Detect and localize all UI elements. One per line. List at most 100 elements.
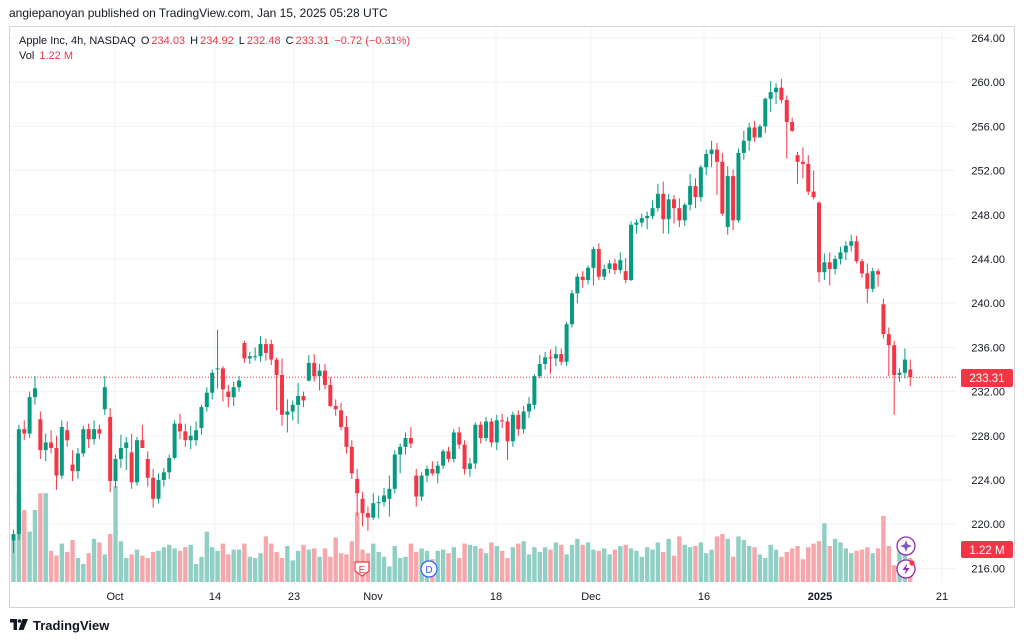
volume-bars (11, 486, 913, 582)
volume-row: Vol 1.22 M (19, 49, 412, 64)
volume-bar (349, 541, 355, 582)
volume-bar (591, 549, 596, 582)
low-label: L (238, 35, 245, 47)
candle-body (317, 370, 322, 377)
candle-body (11, 534, 16, 541)
close-value: 233.31 (295, 35, 330, 47)
volume-bar (768, 544, 773, 582)
volume-bar (290, 560, 295, 582)
candle-body (774, 87, 779, 93)
volume-bar (124, 558, 129, 582)
volume-bar (43, 493, 48, 582)
candle-body (306, 362, 311, 381)
candle-body (312, 362, 317, 377)
candle-body (167, 457, 172, 473)
volume-bar (177, 550, 183, 582)
candle-body (430, 468, 435, 474)
volume-bar (569, 544, 575, 582)
candle-body (612, 263, 617, 271)
candle-body (478, 424, 483, 439)
lightning-icon[interactable] (896, 559, 916, 579)
candle-body (865, 273, 870, 289)
candle-body (596, 249, 601, 277)
volume-bar (446, 553, 451, 582)
candle-body (682, 204, 687, 221)
candle-body (140, 440, 145, 448)
candle-body (145, 459, 150, 478)
volume-bar (317, 556, 322, 582)
volume-bar (789, 548, 795, 582)
candle-body (349, 446, 354, 474)
candle-body (720, 161, 725, 214)
volume-bar (671, 555, 677, 582)
candle-body (623, 271, 628, 280)
candle-body (800, 161, 805, 164)
candle-body (661, 193, 666, 220)
volume-bar (354, 512, 360, 582)
candle-body (435, 465, 440, 474)
volume-bar (252, 558, 258, 582)
volume-bar (387, 566, 392, 582)
volume-label: 1.22 M (969, 545, 1004, 557)
volume-bar (494, 546, 499, 582)
candle-body (398, 446, 403, 455)
volume-bar (451, 547, 457, 582)
candle-body (269, 344, 274, 360)
candle-body (548, 357, 553, 359)
volume-value: 1.22 M (39, 50, 73, 62)
volume-bar (65, 552, 70, 582)
candle-body (500, 420, 505, 422)
candle-body (296, 396, 301, 405)
volume-label-text: Vol (19, 50, 35, 62)
tradingview-brand[interactable]: TradingView (10, 618, 109, 633)
volume-bar (838, 542, 843, 582)
candle-body (484, 421, 489, 439)
candle-body (86, 429, 91, 440)
candle-body (575, 276, 580, 294)
symbol-label: Apple Inc, 4h, NASDAQ (19, 35, 136, 47)
volume-bar (811, 543, 816, 582)
candle-body (263, 344, 268, 353)
candle-body (382, 495, 387, 503)
dividend-marker[interactable]: D (420, 560, 438, 578)
candle-body (489, 421, 494, 443)
candle-body (108, 417, 113, 482)
candle-body (32, 388, 37, 398)
y-tick-label: 244.00 (971, 254, 1005, 266)
volume-bar (322, 548, 328, 582)
high-value: 234.92 (200, 35, 234, 47)
earnings-marker[interactable]: E (354, 561, 370, 577)
volume-bar (113, 486, 118, 582)
volume-bar (32, 510, 38, 582)
volume-bar (816, 541, 822, 582)
volume-bar (38, 493, 43, 582)
price-axis: 264.00 260.00 256.00 252.00 248.00 244.00 240.… (971, 33, 1005, 575)
volume-bar (129, 554, 134, 582)
candle-body (677, 208, 682, 221)
candle-body (371, 503, 376, 518)
volume-bar (580, 544, 585, 582)
volume-bar (521, 541, 526, 582)
x-tick-label: 14 (209, 591, 221, 603)
candle-body (360, 498, 365, 514)
volume-bar (274, 552, 279, 582)
candle-body (586, 267, 591, 280)
volume-bar (607, 554, 612, 582)
candle-body (204, 392, 209, 408)
y-tick-label: 264.00 (971, 33, 1005, 45)
candle-body (704, 154, 709, 168)
high-label: H (190, 35, 199, 47)
sparkle-icon[interactable] (896, 536, 916, 556)
candle-body (113, 459, 118, 482)
candle-body (65, 430, 70, 441)
volume-bar (854, 550, 859, 582)
volume-bar (59, 543, 65, 582)
close-label: C (285, 35, 294, 47)
volume-bar (258, 553, 263, 582)
volume-bar (118, 541, 124, 582)
volume-bar (199, 556, 204, 582)
brand-text: TradingView (33, 618, 110, 633)
candle-body (301, 396, 306, 401)
candle-body (183, 431, 188, 441)
